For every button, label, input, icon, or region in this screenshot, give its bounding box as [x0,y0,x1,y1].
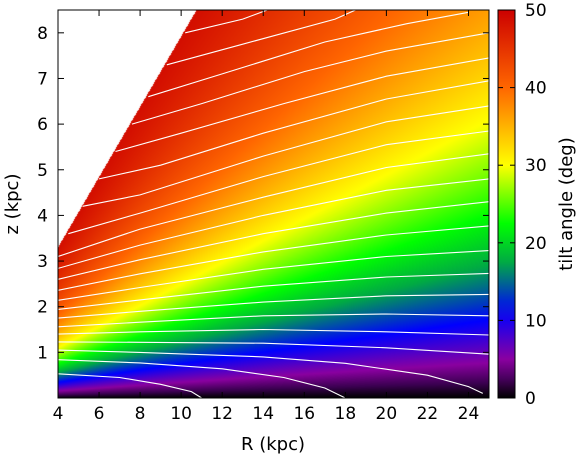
y-tick-label: 7 [37,69,48,89]
colorbar-tick-label: 30 [525,156,547,176]
x-tick-label: 14 [252,404,274,424]
x-tick-label: 24 [458,404,480,424]
contour-line [148,11,469,98]
contour-line [82,105,489,207]
x-tick-label: 10 [170,404,192,424]
x-tick-label: 18 [335,404,357,424]
x-axis: 4 6 8 10 12 14 16 18 20 22 24 [53,10,480,424]
contour-lines [58,10,489,398]
y-tick-label: 1 [37,343,48,363]
contour-line [185,10,268,34]
colorbar-tick-label: 20 [525,234,547,254]
contour-line [58,250,489,301]
plot-frame [57,9,490,399]
y-tick-label: 3 [37,252,48,272]
heatmap-area [58,10,489,398]
colorbar-tick-label: 0 [525,389,536,409]
colorbar-tick-label: 50 [525,1,547,21]
contour-line [58,201,489,280]
contour-line [115,57,489,153]
contour-line [58,178,489,269]
contour-line [98,80,489,180]
y-tick-label: 6 [37,115,48,135]
y-tick-label: 8 [37,24,48,44]
y-tick-label: 4 [37,206,48,226]
colorbar [497,9,516,399]
x-tick-label: 22 [417,404,439,424]
y-axis-label: z (kpc) [2,174,23,235]
x-tick-label: 16 [293,404,315,424]
x-tick-label: 8 [135,404,146,424]
contour-line [68,130,489,235]
contour-line [58,225,489,291]
contour-line [58,359,346,398]
x-axis-label: R (kpc) [241,434,305,455]
colorbar-tick-label: 10 [525,311,547,331]
y-tick-label: 2 [37,298,48,318]
x-tick-label: 6 [94,404,105,424]
contour-line [58,272,489,310]
contour-line [58,341,489,355]
y-axis: 1 2 3 4 5 6 7 8 [37,24,489,363]
contour-line [58,153,489,258]
contour-line [58,328,489,336]
colorbar-label: tilt angle (deg) [556,137,577,270]
contour-line [58,349,484,394]
contour-line [58,373,202,398]
y-tick-label: 5 [37,161,48,181]
colorbar-tick-label: 40 [525,79,547,99]
x-tick-label: 4 [53,404,64,424]
heatmap-image [58,10,489,398]
contour-line [58,293,489,319]
x-tick-label: 20 [376,404,398,424]
x-tick-label: 12 [211,404,233,424]
contour-line [58,313,489,328]
contour-line [131,32,489,125]
colorbar-axis: 0 10 20 30 40 50 [498,1,547,409]
